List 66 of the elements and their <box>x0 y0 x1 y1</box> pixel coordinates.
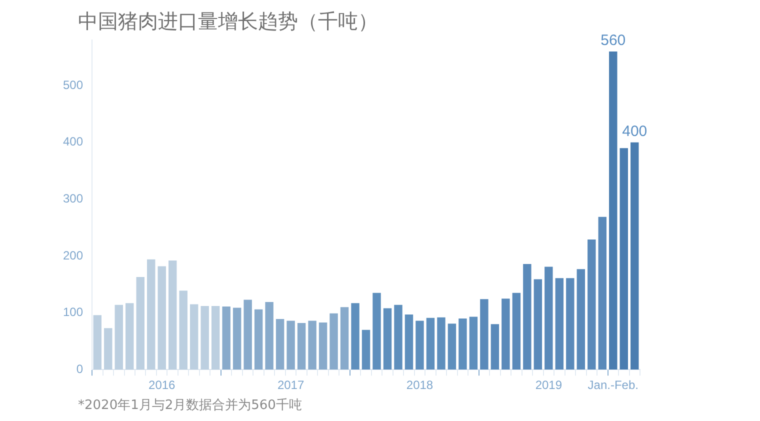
bar <box>502 298 510 370</box>
bar <box>609 52 618 370</box>
bar <box>330 313 338 370</box>
bar <box>276 319 284 370</box>
bar <box>158 266 166 370</box>
bar <box>458 318 467 370</box>
bar <box>534 279 542 370</box>
y-tick-label: 400 <box>62 134 84 149</box>
y-tick-label: 100 <box>62 305 84 320</box>
x-tick-label: 2016 <box>148 378 176 392</box>
bar <box>566 278 574 370</box>
bar <box>308 320 316 370</box>
data-label: 400 <box>622 123 648 140</box>
bar <box>437 317 446 370</box>
bar <box>232 308 242 370</box>
bar <box>544 266 553 370</box>
bar <box>190 304 198 370</box>
bar <box>147 259 156 370</box>
bar <box>620 148 628 370</box>
chart-title: 中国猪肉进口量增长趋势（千吨） <box>78 8 378 35</box>
bar <box>426 318 435 370</box>
bar <box>93 315 102 370</box>
x-tick-label: 2018 <box>406 378 434 392</box>
bar <box>126 303 134 370</box>
bar <box>211 306 220 370</box>
bar <box>297 323 306 370</box>
data-label: 560 <box>600 32 626 50</box>
bar <box>104 328 112 370</box>
bar <box>362 330 370 370</box>
bar <box>383 308 392 370</box>
bar <box>286 320 295 370</box>
bar <box>555 278 564 370</box>
bar <box>523 264 532 370</box>
bar <box>394 304 402 370</box>
bar <box>576 269 586 370</box>
bar <box>480 299 488 370</box>
bar <box>512 292 521 370</box>
bar <box>222 306 230 370</box>
bar <box>265 302 274 370</box>
bar <box>448 324 456 370</box>
bar <box>490 324 500 370</box>
y-tick-label: 300 <box>62 192 84 206</box>
bar <box>136 277 144 370</box>
text: *2020年1月与2月数据合并为560千吨 <box>78 397 302 414</box>
bar <box>469 316 478 370</box>
bar <box>598 216 607 370</box>
bar <box>168 260 177 370</box>
bar <box>318 322 328 370</box>
bar <box>630 142 639 370</box>
bar <box>372 292 381 370</box>
y-tick-label: 200 <box>62 248 84 262</box>
x-tick-label: 2019 <box>535 378 562 392</box>
bar <box>254 309 263 370</box>
x-tick-label: 2017 <box>277 378 304 392</box>
bar <box>244 300 252 370</box>
y-tick-label: 0 <box>76 362 84 376</box>
bar <box>200 306 209 370</box>
bar <box>340 307 349 370</box>
bar <box>416 320 424 370</box>
bar <box>351 303 360 370</box>
bar <box>588 240 596 370</box>
y-tick-label: 500 <box>62 78 84 92</box>
bar <box>114 304 123 370</box>
bar <box>404 314 414 370</box>
bar <box>179 290 188 370</box>
x-tick-label: Jan.-Feb. <box>588 378 638 392</box>
